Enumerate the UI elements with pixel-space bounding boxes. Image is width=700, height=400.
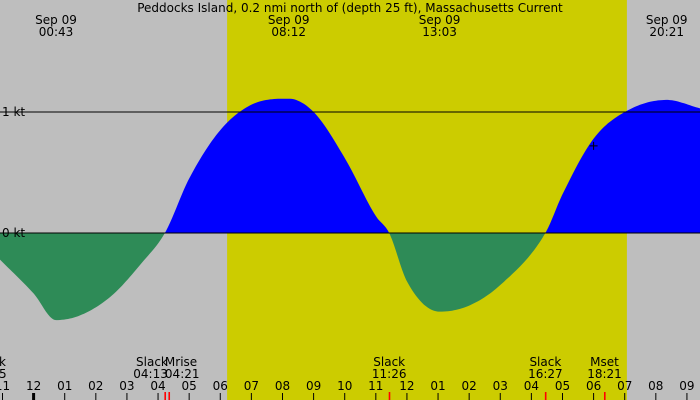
x-tick-label-0: 11 [0, 379, 10, 393]
y-tick-label-0: 1 kt [2, 105, 25, 119]
y-tick-label-1: 0 kt [2, 226, 25, 240]
bottom-event-label-0: Slack [136, 355, 168, 369]
x-tick-label-2: 01 [57, 379, 72, 393]
flood-area-1 [164, 98, 390, 233]
bottom-event-time-0: 04:13 [133, 367, 168, 381]
event-marker-2 [388, 392, 391, 400]
x-tick-label-10: 09 [306, 379, 321, 393]
y-axis-labels: 1 kt 0 kt [2, 105, 25, 240]
event-marker-4 [603, 392, 606, 400]
bottom-event-label-4: Mset [590, 355, 619, 369]
top-event-date-1: Sep 09 [268, 13, 310, 27]
x-tick-label-12: 11 [368, 379, 383, 393]
x-tick-label-15: 02 [462, 379, 477, 393]
top-event-time-0: 00:43 [39, 25, 74, 39]
bottom-event-time-4: 18:21 [587, 367, 622, 381]
x-tick-label-8: 07 [244, 379, 259, 393]
chart-title: Peddocks Island, 0.2 nmi north of (depth… [137, 1, 563, 15]
x-tick-label-6: 05 [182, 379, 197, 393]
top-event-time-2: 13:03 [422, 25, 457, 39]
bottom-edge-event-label: k [0, 355, 6, 369]
bottom-event-labels: k5Slack04:13Mrise04:21Slack11:26Slack16:… [0, 355, 622, 400]
x-tick-label-19: 06 [586, 379, 601, 393]
crosshair-cursor [589, 141, 598, 150]
x-tick-label-7: 06 [213, 379, 228, 393]
x-axis: 11 12 01 02 03 04 05 06 07 08 09 10 11 12 01 02 03 04 05 06… [0, 379, 695, 400]
x-tick-label-20: 07 [617, 379, 632, 393]
flood-area-3 [545, 99, 700, 234]
event-marker-0 [164, 392, 166, 400]
bottom-event-time-1: 04:21 [165, 367, 200, 381]
x-tick-label-5: 04 [150, 379, 165, 393]
bottom-edge-event-time: 5 [0, 367, 7, 381]
top-event-time-1: 08:12 [271, 25, 306, 39]
bottom-event-label-1: Mrise [165, 355, 197, 369]
x-tick-label-9: 08 [275, 379, 290, 393]
x-tick-label-11: 10 [337, 379, 352, 393]
current-series [0, 98, 700, 321]
bottom-event-label-3: Slack [529, 355, 561, 369]
top-event-time-3: 20:21 [649, 25, 684, 39]
event-marker-1 [168, 392, 171, 400]
bottom-event-time-3: 16:27 [528, 367, 563, 381]
x-tick-label-1: 12 [26, 379, 41, 393]
top-event-date-2: Sep 09 [419, 13, 461, 27]
x-tick-label-14: 01 [430, 379, 445, 393]
event-marker-3 [544, 392, 547, 400]
top-event-date-0: Sep 09 [35, 13, 77, 27]
x-tick-label-18: 05 [555, 379, 570, 393]
x-tick-label-13: 12 [399, 379, 414, 393]
ebb-area-0 [0, 233, 165, 321]
bottom-event-label-2: Slack [373, 355, 405, 369]
x-tick-label-16: 03 [493, 379, 508, 393]
top-event-date-3: Sep 09 [646, 13, 688, 27]
x-tick-label-3: 02 [88, 379, 103, 393]
x-tick-label-22: 09 [679, 379, 694, 393]
x-tick-label-4: 03 [119, 379, 134, 393]
bottom-event-time-2: 11:26 [372, 367, 407, 381]
ebb-area-2 [389, 233, 546, 312]
x-tick-label-21: 08 [648, 379, 663, 393]
x-tick-label-17: 04 [524, 379, 539, 393]
